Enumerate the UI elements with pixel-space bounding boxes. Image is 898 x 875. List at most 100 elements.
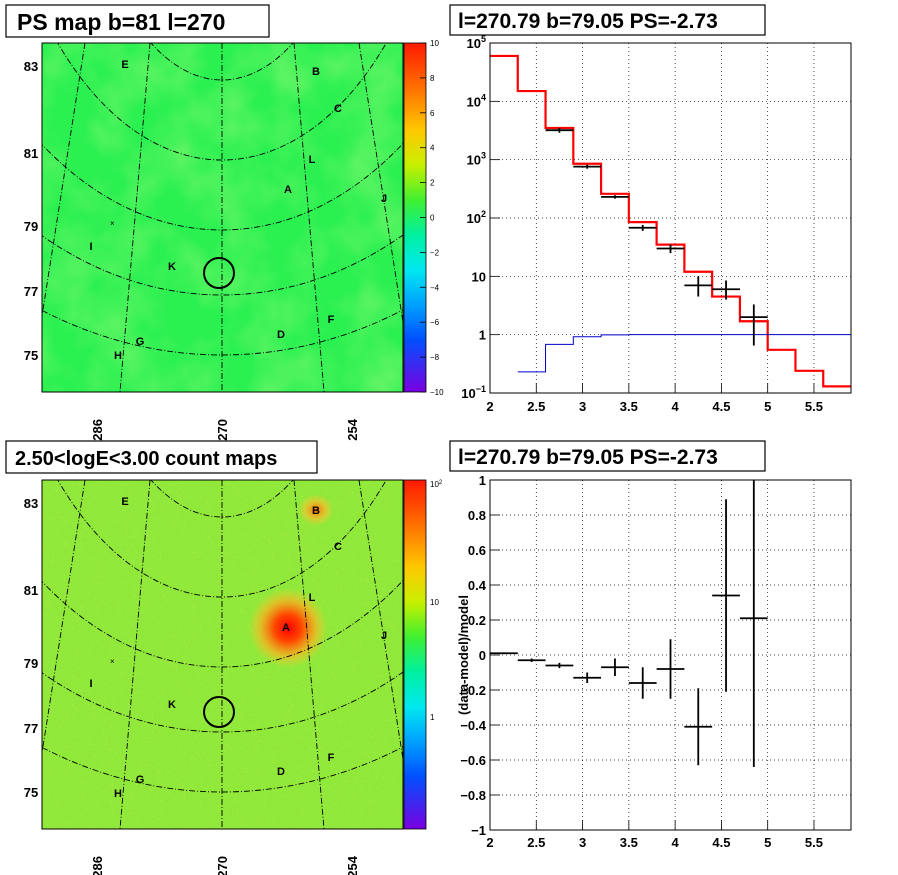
x-tick-label: 2	[486, 835, 493, 850]
y-tick-label: 0.6	[468, 543, 486, 558]
source-label-f: F	[328, 752, 335, 764]
x-tick-label: 3.5	[620, 835, 638, 850]
source-label-h: H	[114, 350, 122, 362]
x-tick-label: 5	[764, 399, 771, 414]
count-scale-tick: 1	[430, 713, 435, 722]
target-circle	[203, 257, 235, 289]
ps-map-title: PS map b=81 l=270	[17, 9, 225, 35]
ps-color-scale	[404, 43, 426, 392]
source-b-hotspot	[298, 494, 334, 526]
count-map-graticule	[42, 480, 403, 829]
x-tick-label: 3.5	[620, 399, 638, 414]
ps-scale-tick: 10	[430, 39, 439, 48]
y-tick-label: −0.2	[460, 683, 486, 698]
y-tick-label: −1	[471, 823, 486, 838]
source-label-b: B	[312, 505, 320, 517]
source-label-d: D	[277, 329, 285, 341]
residual-panel: 1 0.8 0.6 0.4 0.2 0 −0.2 −0.4 −0.6 −0.8 −1 2 2.5 3 3.…	[449, 440, 852, 850]
y-tick-label: −0.6	[460, 753, 486, 768]
ps-scale-tick: −4	[430, 283, 440, 292]
x-tick-label: 4	[672, 835, 680, 850]
ps-scale-tick: −8	[430, 353, 440, 362]
data-point	[739, 304, 768, 346]
background-step-line	[517, 334, 851, 373]
count-map-title: 2.50<logE<3.00 count maps	[15, 448, 277, 470]
residual-title-box	[449, 440, 766, 472]
ps-scale-tick: 6	[430, 109, 435, 118]
y-tick-label: 104	[467, 92, 486, 109]
residual-point	[739, 480, 768, 767]
count-scale-tick: 10	[430, 598, 439, 607]
y-tick-label: 0	[479, 648, 486, 663]
y-tick-label: −0.4	[460, 718, 486, 733]
ps-map-frame	[41, 42, 404, 393]
source-label-h: H	[114, 788, 122, 800]
count-map-noise	[42, 480, 403, 829]
x-tick-label: 5.5	[805, 399, 823, 414]
y-tick-label: 0.8	[468, 508, 486, 523]
ps-scale-tick: −6	[430, 318, 440, 327]
ps-map-title-box	[5, 4, 270, 38]
y-tick-label: 105	[467, 34, 486, 51]
map-x-tick: 286	[90, 419, 105, 441]
map-y-tick: 75	[24, 785, 38, 800]
ps-scale-tick: 2	[430, 179, 435, 188]
source-label-e: E	[121, 496, 128, 508]
map-x-tick: 270	[215, 419, 230, 441]
x-tick-label: 4.5	[712, 399, 730, 414]
map-x-tick: 254	[345, 418, 360, 440]
map-y-tick: 79	[24, 219, 38, 234]
y-tick-label: 102	[467, 209, 486, 226]
map-x-tick: 254	[345, 855, 360, 875]
residual-point	[545, 662, 574, 669]
ps-map-texture	[42, 43, 403, 392]
count-map-frame	[41, 479, 404, 830]
x-tick-label: 2.5	[527, 399, 545, 414]
residual-point	[601, 658, 629, 676]
source-label-k: K	[168, 699, 176, 711]
x-tick-label: 4	[672, 399, 680, 414]
model-step-line	[490, 54, 851, 388]
map-y-tick: 83	[24, 59, 38, 74]
y-tick-label: 103	[467, 151, 486, 168]
source-label-l: L	[309, 154, 316, 166]
y-tick-label: −0.8	[460, 788, 486, 803]
data-point	[545, 127, 574, 133]
spectrum-title-box	[449, 4, 766, 36]
source-label-e: E	[121, 59, 128, 71]
residual-point	[573, 672, 602, 683]
source-label-f: F	[328, 314, 335, 326]
x-tick-label: 4.5	[712, 835, 730, 850]
data-point	[656, 244, 685, 254]
map-y-tick: 81	[24, 146, 38, 161]
y-tick-label: 0.4	[468, 578, 487, 593]
residual-title: l=270.79 b=79.05 PS=-2.73	[458, 446, 718, 469]
source-label-k: K	[168, 261, 176, 273]
ps-scale-tick: 8	[430, 74, 435, 83]
residual-point	[490, 652, 518, 655]
source-label-j: J	[381, 193, 387, 205]
data-point	[628, 224, 657, 231]
source-label-b: B	[312, 66, 320, 78]
data-point	[601, 195, 629, 199]
map-y-tick: 83	[24, 496, 38, 511]
map-y-tick: 77	[24, 284, 38, 299]
map-y-tick: 77	[24, 721, 38, 736]
source-label-i: I	[89, 241, 92, 253]
residual-point	[684, 688, 713, 766]
x-tick-label: 2	[486, 399, 493, 414]
x-tick-label: 3	[579, 835, 586, 850]
ps-scale-tick: −10	[430, 388, 444, 397]
data-point	[712, 280, 740, 300]
source-label-a: A	[284, 184, 292, 196]
ps-scale-tick: 0	[430, 214, 435, 223]
ps-map-panel: × E B C L A J I K F D G H 83 81 79 77 75 286 270 254 10 8 6…	[5, 4, 444, 441]
residual-point	[712, 499, 740, 692]
ps-map-graticule	[42, 43, 403, 392]
count-scale-tick-top: 102	[430, 480, 443, 489]
source-label-i: I	[89, 678, 92, 690]
y-tick-label: 10	[472, 269, 486, 284]
source-label-c: C	[334, 541, 342, 553]
